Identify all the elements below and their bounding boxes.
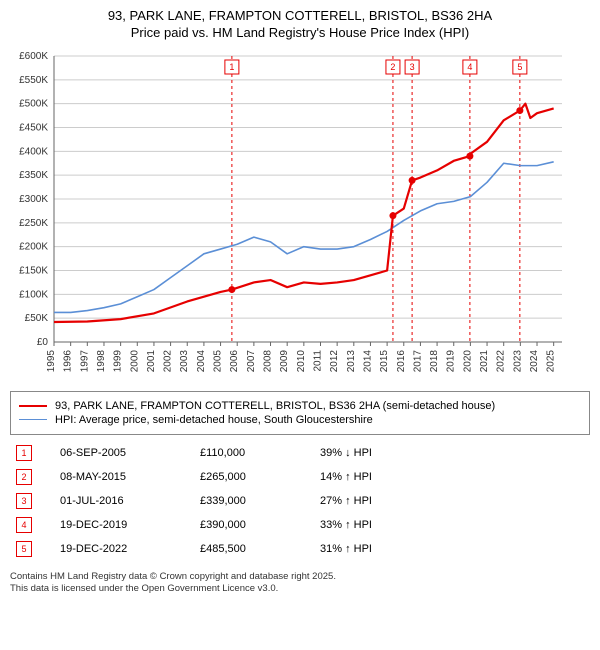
- chart-title-block: 93, PARK LANE, FRAMPTON COTTERELL, BRIST…: [10, 8, 590, 42]
- svg-text:£200K: £200K: [19, 241, 48, 252]
- svg-text:1998: 1998: [96, 349, 107, 372]
- svg-text:2021: 2021: [479, 349, 490, 372]
- svg-text:£600K: £600K: [19, 51, 48, 62]
- svg-text:2001: 2001: [146, 349, 157, 372]
- svg-text:2016: 2016: [396, 349, 407, 372]
- svg-text:2000: 2000: [129, 349, 140, 372]
- legend-label: HPI: Average price, semi-detached house,…: [55, 414, 373, 426]
- svg-text:2003: 2003: [179, 349, 190, 372]
- svg-text:1996: 1996: [63, 349, 74, 372]
- svg-text:2006: 2006: [229, 349, 240, 372]
- svg-text:2007: 2007: [246, 349, 257, 372]
- sale-marker: 3: [16, 493, 32, 509]
- sale-row: 4 19-DEC-2019£390,00033% ↑ HPI: [10, 513, 590, 537]
- svg-text:2008: 2008: [263, 349, 274, 372]
- legend-swatch: [19, 405, 47, 407]
- svg-text:2025: 2025: [546, 349, 557, 372]
- price-chart: £0 £50K £100K £150K £200K £250K £300K £350K £400…: [10, 48, 570, 378]
- sale-date: 01-JUL-2016: [60, 495, 200, 507]
- svg-text:£550K: £550K: [19, 75, 48, 86]
- svg-text:£400K: £400K: [19, 146, 48, 157]
- svg-text:2015: 2015: [379, 349, 390, 372]
- svg-text:£300K: £300K: [19, 194, 48, 205]
- sale-row: 5 19-DEC-2022£485,50031% ↑ HPI: [10, 537, 590, 561]
- svg-text:2018: 2018: [429, 349, 440, 372]
- sale-price: £265,000: [200, 471, 320, 483]
- svg-text:2019: 2019: [446, 349, 457, 372]
- sales-table: 1 06-SEP-2005£110,00039% ↓ HPI 2 08-MAY-201…: [10, 441, 590, 561]
- svg-text:1999: 1999: [113, 349, 124, 372]
- footer-attribution: Contains HM Land Registry data © Crown c…: [10, 571, 590, 596]
- sale-hpi-delta: 33% ↑ HPI: [320, 519, 440, 531]
- sale-row: 2 08-MAY-2015£265,00014% ↑ HPI: [10, 465, 590, 489]
- svg-text:2013: 2013: [346, 349, 357, 372]
- svg-text:2011: 2011: [312, 349, 323, 371]
- sale-date: 08-MAY-2015: [60, 471, 200, 483]
- legend: 93, PARK LANE, FRAMPTON COTTERELL, BRIST…: [10, 391, 590, 435]
- legend-item: HPI: Average price, semi-detached house,…: [19, 414, 581, 426]
- svg-text:£500K: £500K: [19, 98, 48, 109]
- svg-text:2010: 2010: [296, 349, 307, 372]
- footer-line2: This data is licensed under the Open Gov…: [10, 583, 590, 595]
- svg-text:2002: 2002: [163, 349, 174, 372]
- svg-text:£250K: £250K: [19, 218, 48, 229]
- svg-text:1: 1: [229, 62, 234, 72]
- svg-text:1995: 1995: [46, 349, 57, 372]
- sale-hpi-delta: 14% ↑ HPI: [320, 471, 440, 483]
- svg-text:2012: 2012: [329, 349, 340, 372]
- svg-text:£50K: £50K: [25, 313, 49, 324]
- sale-marker: 5: [16, 541, 32, 557]
- sale-row: 1 06-SEP-2005£110,00039% ↓ HPI: [10, 441, 590, 465]
- svg-text:2009: 2009: [279, 349, 290, 372]
- svg-text:2014: 2014: [362, 349, 373, 372]
- svg-text:£100K: £100K: [19, 289, 48, 300]
- footer-line1: Contains HM Land Registry data © Crown c…: [10, 571, 590, 583]
- sale-date: 06-SEP-2005: [60, 447, 200, 459]
- svg-text:2017: 2017: [412, 349, 423, 372]
- svg-text:2004: 2004: [196, 349, 207, 372]
- sale-price: £485,500: [200, 543, 320, 555]
- sale-price: £110,000: [200, 447, 320, 459]
- legend-swatch: [19, 419, 47, 420]
- title-line2: Price paid vs. HM Land Registry's House …: [10, 25, 590, 42]
- svg-text:2023: 2023: [512, 349, 523, 372]
- chart-area: £0 £50K £100K £150K £200K £250K £300K £350K £400…: [10, 48, 590, 383]
- sale-date: 19-DEC-2019: [60, 519, 200, 531]
- svg-text:5: 5: [517, 62, 522, 72]
- svg-text:£150K: £150K: [19, 265, 48, 276]
- svg-text:£0: £0: [37, 337, 49, 348]
- svg-text:2: 2: [390, 62, 395, 72]
- sale-row: 3 01-JUL-2016£339,00027% ↑ HPI: [10, 489, 590, 513]
- sale-hpi-delta: 27% ↑ HPI: [320, 495, 440, 507]
- svg-text:1997: 1997: [79, 349, 90, 372]
- sale-price: £339,000: [200, 495, 320, 507]
- svg-text:3: 3: [410, 62, 415, 72]
- svg-text:£450K: £450K: [19, 122, 48, 133]
- sale-price: £390,000: [200, 519, 320, 531]
- svg-text:2020: 2020: [462, 349, 473, 372]
- title-line1: 93, PARK LANE, FRAMPTON COTTERELL, BRIST…: [10, 8, 590, 25]
- sale-marker: 2: [16, 469, 32, 485]
- sale-date: 19-DEC-2022: [60, 543, 200, 555]
- sale-hpi-delta: 39% ↓ HPI: [320, 447, 440, 459]
- svg-text:£350K: £350K: [19, 170, 48, 181]
- legend-item: 93, PARK LANE, FRAMPTON COTTERELL, BRIST…: [19, 400, 581, 412]
- sale-marker: 4: [16, 517, 32, 533]
- legend-label: 93, PARK LANE, FRAMPTON COTTERELL, BRIST…: [55, 400, 495, 412]
- svg-text:2005: 2005: [213, 349, 224, 372]
- svg-text:4: 4: [467, 62, 472, 72]
- svg-text:2022: 2022: [496, 349, 507, 372]
- sale-marker: 1: [16, 445, 32, 461]
- svg-text:2024: 2024: [529, 349, 540, 372]
- sale-hpi-delta: 31% ↑ HPI: [320, 543, 440, 555]
